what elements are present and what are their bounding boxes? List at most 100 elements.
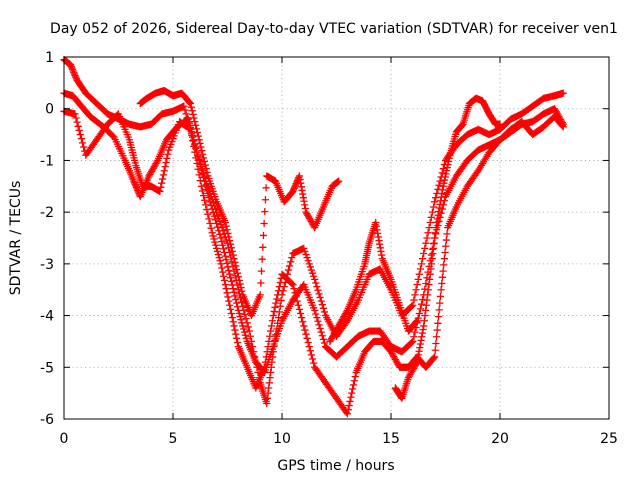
data-point [207, 224, 215, 232]
data-point [289, 187, 297, 196]
data-point [271, 303, 279, 311]
x-tick-label: 5 [169, 431, 178, 447]
data-point [235, 276, 243, 285]
data-point [219, 268, 227, 276]
data-point [315, 321, 323, 329]
data-point [298, 186, 306, 195]
data-point [217, 260, 225, 268]
data-point [301, 201, 309, 209]
data-point [277, 296, 285, 305]
data-point [184, 115, 192, 123]
data-point [240, 325, 248, 333]
data-point [343, 410, 351, 418]
data-point [293, 297, 301, 305]
data-point [232, 330, 240, 338]
data-point [313, 283, 321, 291]
data-point [268, 317, 277, 325]
data-point [339, 314, 347, 322]
data-point [441, 248, 449, 257]
data-point [149, 164, 157, 172]
data-point [417, 260, 426, 268]
data-point [431, 229, 440, 237]
data-point [257, 267, 266, 275]
data-point [318, 301, 326, 309]
y-tick-labels: 1 0 -1 -2 -3 -4 -5 -6 [40, 50, 54, 428]
data-point [196, 176, 204, 185]
data-point [290, 184, 298, 192]
data-point [496, 120, 504, 128]
data-point [332, 326, 340, 335]
data-point [306, 263, 314, 271]
data-point [305, 260, 313, 268]
data-marks [60, 55, 567, 418]
data-point [223, 289, 231, 297]
data-point [284, 266, 293, 274]
data-point [344, 406, 352, 414]
data-point [409, 366, 417, 374]
data-point [212, 241, 220, 249]
data-point [373, 226, 381, 234]
data-point [262, 184, 270, 192]
data-point [217, 234, 225, 242]
data-point [434, 211, 442, 219]
data-point [261, 358, 270, 366]
data-point [266, 374, 274, 382]
data-point [226, 240, 235, 248]
data-point [192, 154, 200, 162]
data-point [286, 262, 294, 270]
data-point [130, 177, 138, 185]
data-point [288, 279, 296, 288]
data-point [151, 161, 159, 169]
data-point [265, 384, 273, 392]
data-point [221, 218, 229, 227]
data-point [418, 333, 426, 341]
data-point [441, 173, 449, 181]
data-point [303, 334, 311, 342]
data-point [164, 150, 172, 158]
data-point [423, 296, 431, 304]
data-point [263, 394, 271, 402]
data-point [260, 219, 268, 228]
data-point [131, 180, 139, 188]
data-point [236, 313, 244, 321]
data-point [213, 247, 222, 256]
data-point [238, 319, 246, 327]
data-point [227, 309, 236, 318]
data-point [301, 204, 309, 213]
data-point [222, 285, 230, 293]
data-point [239, 322, 247, 330]
data-point [229, 318, 237, 326]
data-point [437, 193, 445, 201]
data-point [220, 276, 229, 285]
data-point [320, 339, 329, 347]
data-point [550, 105, 559, 113]
data-point [216, 257, 224, 265]
data-point [242, 315, 250, 323]
data-point [416, 340, 425, 348]
data-point [312, 279, 320, 287]
data-point [153, 158, 161, 166]
data-point [431, 198, 439, 206]
data-point [160, 167, 168, 175]
data-point [558, 122, 566, 130]
data-point [307, 217, 315, 226]
data-point [274, 314, 283, 322]
data-point [408, 367, 416, 376]
data-point [276, 278, 284, 287]
data-point [406, 370, 414, 379]
data-point [432, 333, 441, 341]
y-tick-label: -6 [40, 412, 54, 428]
data-point [427, 260, 436, 268]
data-point [429, 244, 438, 252]
data-point [429, 249, 437, 258]
data-point [235, 309, 243, 318]
data-point [442, 242, 450, 250]
data-point [329, 331, 338, 339]
data-point [261, 196, 270, 204]
data-point [192, 125, 201, 133]
data-point [274, 291, 282, 299]
data-point [316, 324, 324, 333]
data-point [203, 168, 211, 176]
data-point [445, 154, 453, 162]
data-point [297, 183, 306, 191]
